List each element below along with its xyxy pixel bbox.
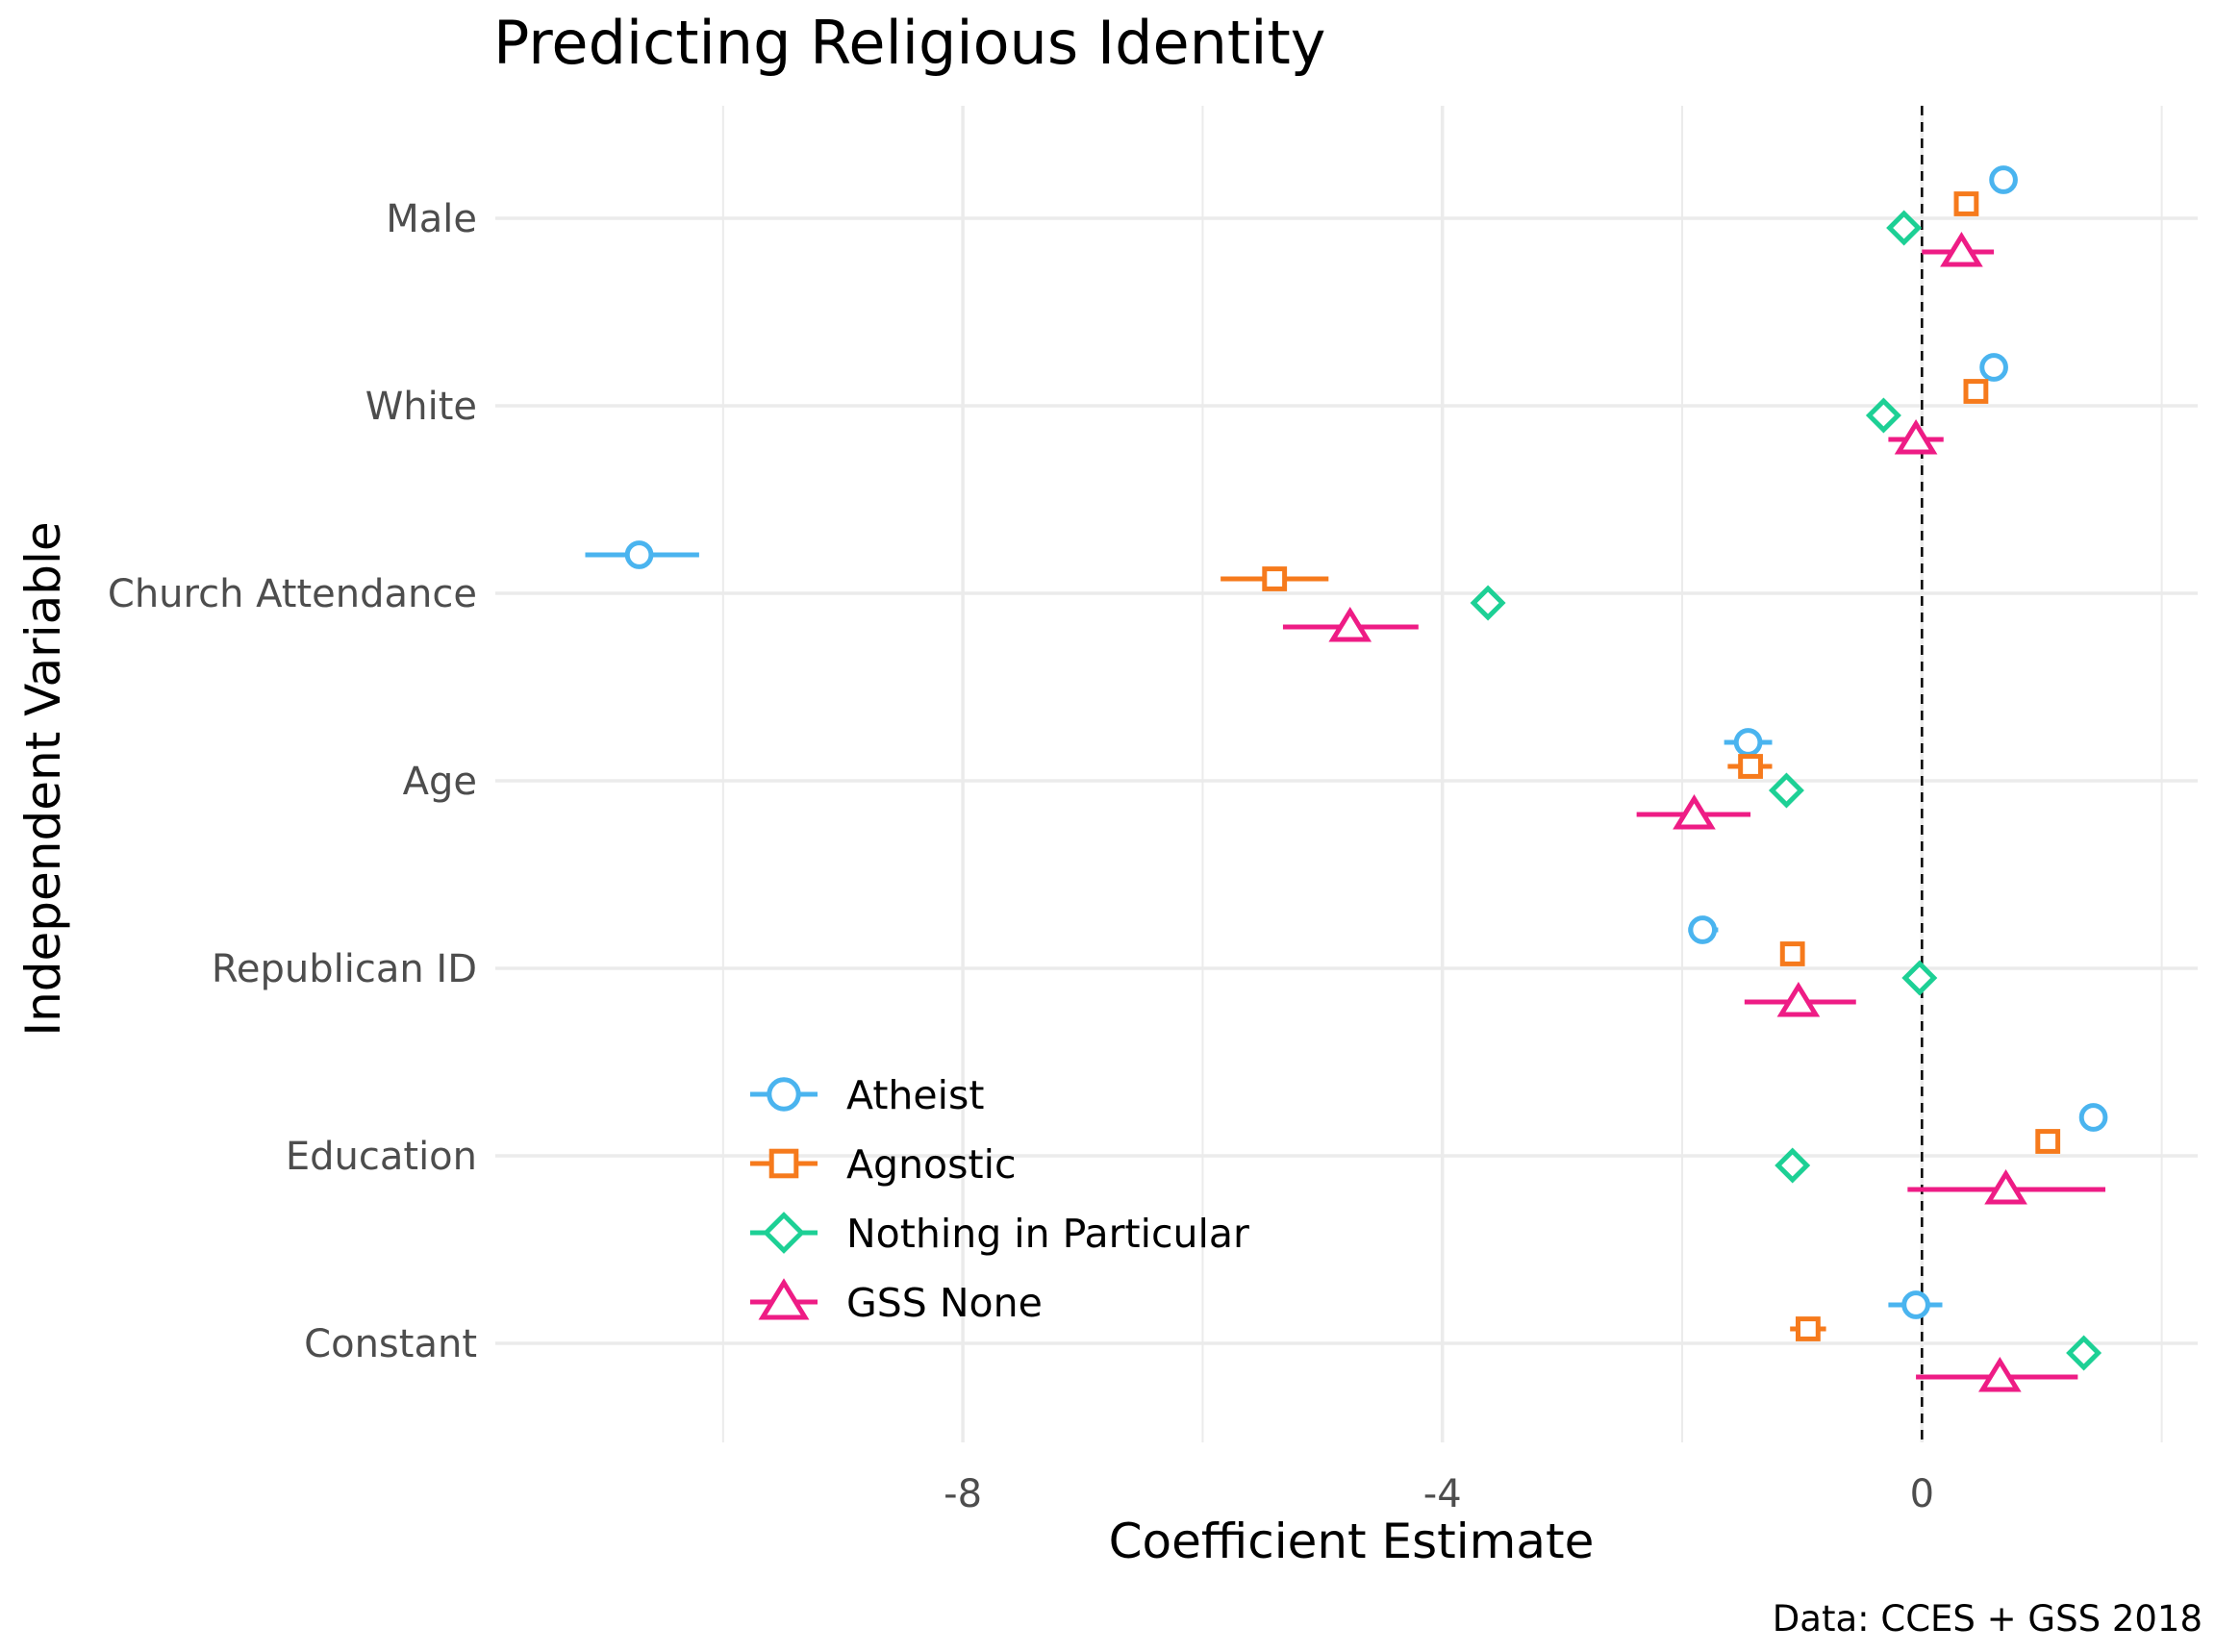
y-tick-label-male: Male: [386, 197, 477, 241]
point-agnostic-white: [1963, 379, 1989, 404]
y-tick-label-education: Education: [286, 1135, 477, 1179]
legend-label: Agnostic: [846, 1141, 1017, 1188]
legend-key-triangle-icon: [758, 1278, 810, 1320]
legend-label: Nothing in Particular: [846, 1211, 1249, 1257]
point-gss-none-church-attendance: [1328, 606, 1372, 642]
grid: [495, 106, 2198, 1442]
point-nothing-in-particular-education: [1775, 1147, 1811, 1184]
point-atheist-constant: [1901, 1290, 1930, 1319]
point-nothing-in-particular-white: [1865, 397, 1901, 434]
axes: Male White Church Attendance Age Republican …: [108, 197, 1934, 1516]
x-tick-label: -4: [1423, 1472, 1462, 1516]
point-atheist-church-attendance: [624, 540, 654, 569]
point-agnostic-republican-id: [1779, 941, 1805, 966]
point-gss-none-education: [1984, 1168, 2027, 1205]
legend-item-nothing-in-particular: Nothing in Particular: [750, 1211, 1249, 1257]
point-agnostic-age: [1738, 754, 1763, 779]
point-atheist-age: [1733, 728, 1763, 757]
legend-key-diamond-icon: [763, 1212, 805, 1254]
y-tick-label-age: Age: [403, 760, 477, 804]
y-tick-label-white: White: [365, 385, 477, 429]
point-agnostic-education: [2035, 1129, 2061, 1154]
point-agnostic-constant: [1795, 1316, 1821, 1341]
data-marks: [585, 165, 2108, 1392]
y-axis-title: Independent Variable: [15, 521, 71, 1036]
series-nothing-in-particular: [1470, 210, 2102, 1371]
point-atheist-male: [1989, 165, 2018, 194]
point-agnostic-male: [1953, 191, 1979, 216]
series-gss-none: [1282, 231, 2106, 1392]
point-nothing-in-particular-age: [1768, 772, 1804, 809]
point-atheist-white: [1979, 353, 2008, 382]
point-gss-none-white: [1894, 418, 1938, 455]
legend-label: GSS None: [846, 1280, 1043, 1326]
y-tick-label-constant: Constant: [304, 1322, 477, 1366]
point-gss-none-male: [1940, 231, 1983, 267]
x-tick-label: 0: [1910, 1472, 1934, 1516]
point-nothing-in-particular-male: [1886, 210, 1923, 246]
point-gss-none-republican-id: [1776, 981, 1821, 1017]
legend: Atheist Agnostic Nothing in Particular GSS …: [750, 1072, 1249, 1326]
point-nothing-in-particular-republican-id: [1901, 960, 1938, 996]
point-gss-none-constant: [1977, 1356, 2022, 1392]
point-gss-none-age: [1673, 793, 1716, 830]
point-nothing-in-particular-church-attendance: [1470, 585, 1506, 621]
legend-item-atheist: Atheist: [750, 1072, 984, 1118]
chart-title: Predicting Religious Identity: [493, 8, 1325, 78]
series-agnostic: [1221, 191, 2061, 1341]
point-agnostic-church-attendance: [1262, 566, 1288, 591]
legend-item-gss-none: GSS None: [750, 1278, 1043, 1326]
point-nothing-in-particular-constant: [2066, 1335, 2102, 1371]
x-axis-title: Coefficient Estimate: [1109, 1514, 1595, 1569]
point-atheist-education: [2078, 1103, 2108, 1132]
series-atheist: [585, 165, 2108, 1319]
legend-key-circle-icon: [767, 1077, 801, 1112]
legend-key-square-icon: [768, 1148, 799, 1179]
chart-caption: Data: CCES + GSS 2018: [1773, 1598, 2202, 1639]
legend-label: Atheist: [846, 1072, 984, 1118]
point-atheist-republican-id: [1688, 915, 1718, 944]
x-tick-label: -8: [944, 1472, 982, 1516]
legend-item-agnostic: Agnostic: [750, 1141, 1017, 1188]
y-tick-label-church-attendance: Church Attendance: [108, 572, 477, 616]
y-tick-label-republican-id: Republican ID: [212, 947, 477, 991]
